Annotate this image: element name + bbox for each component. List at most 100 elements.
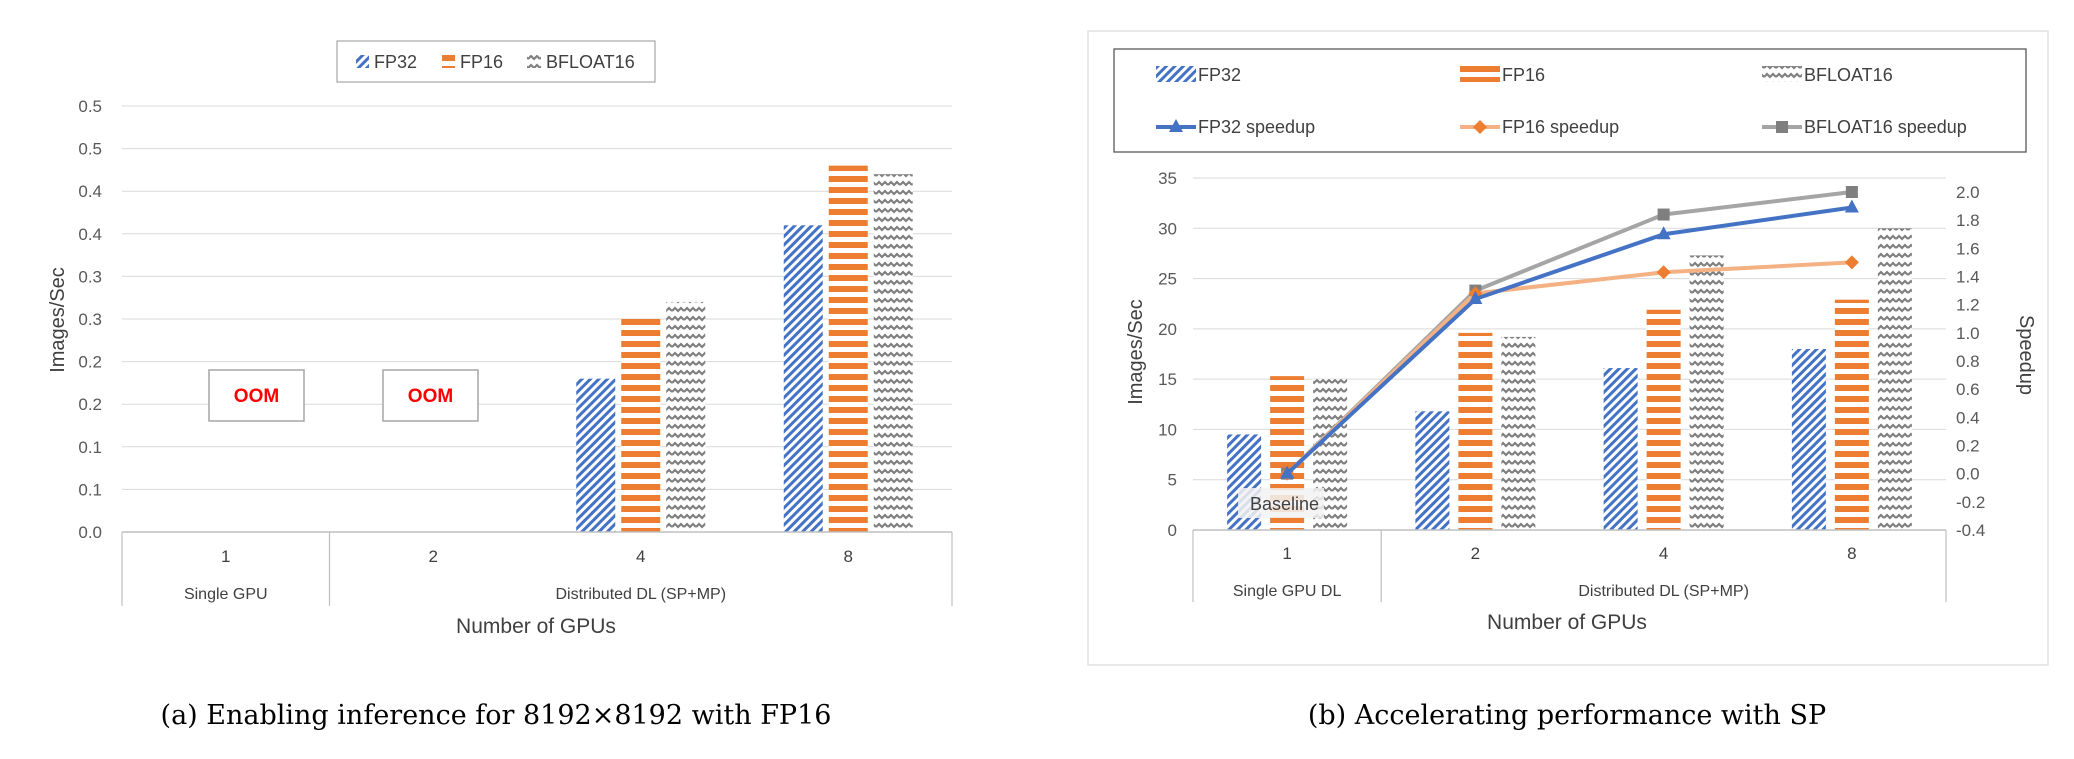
y-tick-labels-right: 2.0 1.8 1.6 1.4 1.2 1.0 0.8 0.6 0.4 0.2 0.0 -0.2 -0.…	[1956, 183, 1985, 540]
bar-fp32	[1603, 368, 1638, 530]
oom-box-1: OOM	[208, 369, 305, 422]
y-tick-label: 25	[1158, 270, 1177, 289]
bar-bfloat16	[1689, 255, 1724, 530]
y-tick-label: 0.5	[78, 97, 102, 116]
x-tick-label: 1	[221, 547, 230, 566]
legend-swatch-fp16	[1460, 66, 1500, 82]
bar-fp16	[621, 319, 661, 532]
group-label: Distributed DL (SP+MP)	[555, 586, 726, 603]
bar-fp32	[783, 225, 823, 532]
y-tick-label: 0	[1168, 521, 1177, 540]
y-tick-label: 0.2	[78, 353, 102, 372]
y-tick-label: 5	[1168, 471, 1177, 490]
y-tick-label-right: 1.0	[1956, 324, 1980, 343]
y-tick-label-right: -0.4	[1956, 521, 1985, 540]
y-axis-title: Images/Sec	[1125, 299, 1147, 405]
y-tick-label-right: 1.2	[1956, 296, 1980, 315]
y-tick-label: 10	[1158, 420, 1177, 439]
y-tick-labels: 0.5 0.5 0.4 0.4 0.3 0.3 0.2 0.2 0.1 0.1 0.0	[78, 97, 102, 542]
y-tick-label: 20	[1158, 320, 1177, 339]
chart-a: 0.5 0.5 0.4 0.4 0.3 0.3 0.2 0.2 0.1 0.1 0.0 1 2 4 8 Si…	[47, 40, 953, 638]
legend: FP32 FP16 BFLOAT16	[336, 40, 656, 83]
oom-label: OOM	[234, 386, 279, 407]
legend-label: FP32 speedup	[1198, 117, 1315, 137]
y-tick-label: 0.1	[78, 480, 102, 499]
group-label: Single GPU DL	[1233, 583, 1342, 600]
baseline-label: Baseline	[1250, 494, 1319, 514]
caption-b: (b) Accelerating performance with SP	[1308, 700, 1826, 731]
y-tick-label: 30	[1158, 219, 1177, 238]
legend-swatch-fp16-speedup	[1460, 120, 1500, 134]
baseline-annotation: Baseline	[1238, 488, 1324, 518]
y-axis-title: Images/Sec	[47, 267, 69, 373]
legend-label: FP16	[1502, 65, 1545, 85]
y-tick-label: 0.3	[78, 267, 102, 286]
y-tick-label: 0.3	[78, 310, 102, 329]
bar-fp32	[1415, 411, 1450, 530]
x-tick-label: 4	[1659, 544, 1668, 563]
legend-swatch-bfloat16-speedup	[1762, 121, 1802, 133]
y-tick-label-right: 0.4	[1956, 408, 1980, 427]
legend-label: FP16	[460, 52, 503, 72]
x-tick-label: 8	[844, 547, 853, 566]
bar-fp16	[1458, 332, 1493, 530]
legend: FP32 FP16 BFLOAT16 FP32 speedup FP16 spe…	[1113, 48, 2027, 153]
legend-label: FP32	[374, 52, 417, 72]
x-axis: 1 2 4 8 Single GPU Distributed DL (SP+MP)	[121, 531, 953, 606]
x-tick-label: 1	[1282, 544, 1291, 563]
y-tick-label-right: 1.4	[1956, 268, 1980, 287]
y-tick-label: 15	[1158, 370, 1177, 389]
y-tick-label-right: 0.8	[1956, 352, 1980, 371]
marker-fp32-speedup	[1280, 465, 1295, 479]
marker-bfloat16-speedup	[1657, 208, 1670, 221]
legend-swatch-bfloat16	[1762, 66, 1802, 82]
speedup-lines	[1280, 186, 1859, 481]
bar-fp16	[1646, 309, 1681, 530]
y-tick-label: 0.0	[78, 523, 102, 542]
y-tick-label-right: 1.8	[1956, 211, 1980, 230]
legend-label: BFLOAT16 speedup	[1804, 117, 1967, 137]
bar-fp32	[576, 378, 616, 532]
legend-label: BFLOAT16	[546, 52, 635, 72]
marker-fp16-speedup	[1844, 255, 1859, 270]
bar-fp16	[828, 165, 868, 532]
bar-bfloat16	[873, 174, 913, 532]
y-tick-label: 0.2	[78, 395, 102, 414]
marker-fp16-speedup	[1656, 265, 1671, 280]
legend-swatch-fp16	[442, 55, 455, 68]
y-tick-label: 0.4	[78, 182, 102, 201]
chart-b: 35 30 25 20 15 10 5 0 2.0 1.8 1.6 1.4 1.2 1.0 0.8 0.6 0…	[1087, 30, 2049, 666]
marker-fp32-speedup	[1656, 226, 1671, 240]
y-tick-label-right: 0.2	[1956, 437, 1980, 456]
x-axis: 1 2 4 8 Single GPU DL Distributed DL (SP+MP)	[1192, 529, 1947, 602]
legend-label: BFLOAT16	[1804, 65, 1893, 85]
bar-fp16	[1834, 299, 1869, 530]
oom-label: OOM	[408, 386, 453, 407]
y-tick-label-right: 1.6	[1956, 239, 1980, 258]
x-tick-label: 4	[636, 547, 645, 566]
y-tick-label: 0.4	[78, 225, 102, 244]
y-tick-label-right: 0.0	[1956, 465, 1980, 484]
legend-swatch-fp32	[1156, 66, 1196, 82]
x-tick-label: 2	[1471, 544, 1480, 563]
bar-bfloat16	[1501, 336, 1536, 530]
y-tick-label: 0.1	[78, 438, 102, 457]
legend-label: FP32	[1198, 65, 1241, 85]
bar-bfloat16	[1877, 228, 1912, 531]
marker-fp32-speedup	[1468, 291, 1483, 305]
y-tick-labels-left: 35 30 25 20 15 10 5 0	[1158, 169, 1177, 540]
y-axis-title-right: Speedup	[2015, 315, 2037, 395]
line-fp32-speedup	[1285, 205, 1853, 476]
legend-label: FP16 speedup	[1502, 117, 1619, 137]
x-tick-label: 8	[1847, 544, 1856, 563]
bars	[576, 165, 913, 532]
y-tick-label: 35	[1158, 169, 1177, 188]
y-tick-label-right: 0.6	[1956, 380, 1980, 399]
x-axis-title: Number of GPUs	[1487, 611, 1647, 634]
group-label: Distributed DL (SP+MP)	[1578, 583, 1749, 600]
legend-swatch-fp32-speedup	[1156, 119, 1196, 132]
marker-fp32-speedup	[1844, 199, 1859, 213]
caption-a: (a) Enabling inference for 8192×8192 wit…	[161, 700, 832, 731]
y-tick-label-right: -0.2	[1956, 493, 1985, 512]
